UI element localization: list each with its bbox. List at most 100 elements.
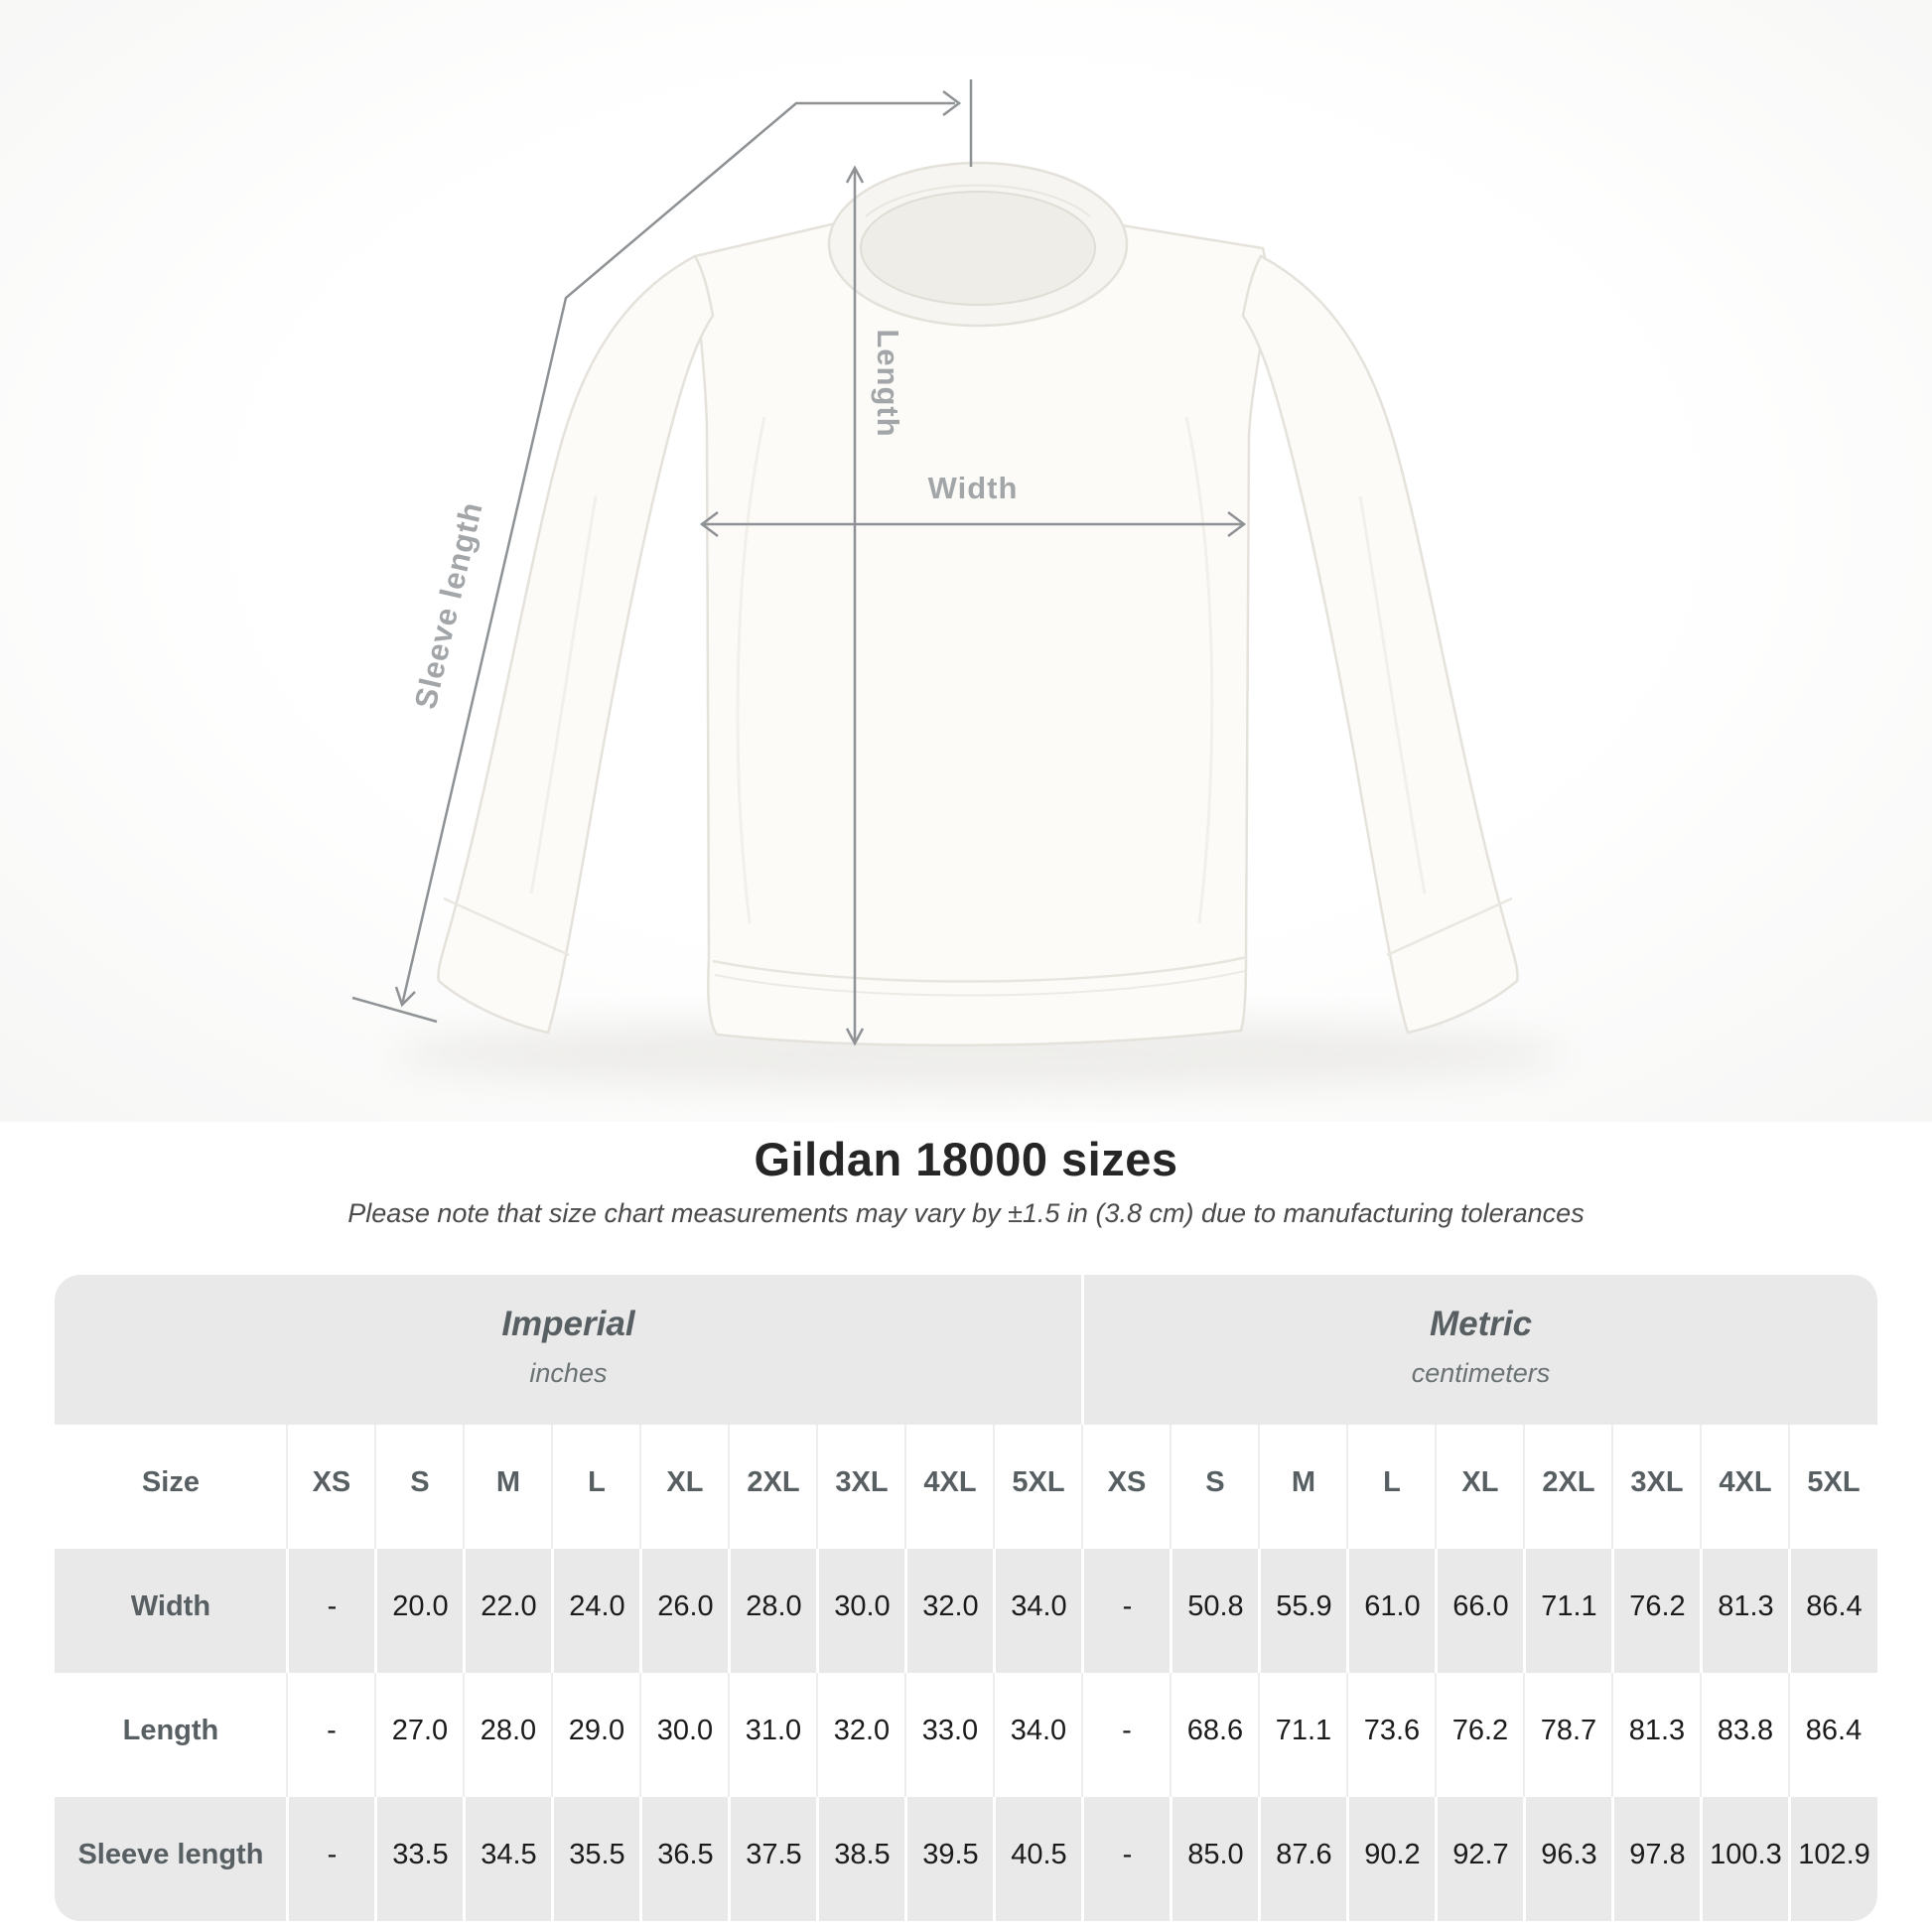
- measurement-cell: -: [1081, 1673, 1171, 1797]
- unit-group-header-row: Imperial inches Metric centimeters: [55, 1275, 1877, 1425]
- collar-opening: [860, 191, 1096, 306]
- length-label: Length: [871, 329, 905, 437]
- size-col-header: XL: [639, 1425, 729, 1549]
- measurement-cell: 32.0: [816, 1673, 905, 1797]
- measurement-cell: 87.6: [1258, 1797, 1347, 1921]
- measurement-cell: 83.8: [1700, 1673, 1789, 1797]
- size-col-header: M: [1258, 1425, 1347, 1549]
- size-col-header: S: [374, 1425, 464, 1549]
- size-col-header: S: [1170, 1425, 1259, 1549]
- measurement-cell: 38.5: [816, 1797, 905, 1921]
- measurement-cell: 31.0: [728, 1673, 817, 1797]
- measurement-cell: 32.0: [904, 1549, 994, 1673]
- measurement-cell: 35.5: [551, 1797, 640, 1921]
- row-label-width: Width: [55, 1549, 287, 1673]
- measurement-cell: 27.0: [374, 1673, 464, 1797]
- product-measurement-diagram: Length Width Sleeve length: [0, 0, 1932, 1122]
- measurement-cell: 96.3: [1523, 1797, 1612, 1921]
- measurement-cell: -: [286, 1549, 375, 1673]
- sleeve-arrowhead-icon: [394, 986, 416, 1008]
- measurement-cell: 71.1: [1523, 1549, 1612, 1673]
- measurement-cell: 102.9: [1788, 1797, 1877, 1921]
- measurement-cell: 97.8: [1611, 1797, 1701, 1921]
- measurement-cell: -: [1081, 1797, 1171, 1921]
- measurement-cell: 78.7: [1523, 1673, 1612, 1797]
- imperial-unit: inches: [529, 1358, 608, 1388]
- measurement-cell: 39.5: [904, 1797, 994, 1921]
- right-arrowhead-icon: [942, 90, 962, 116]
- measurement-cell: 24.0: [551, 1549, 640, 1673]
- size-header: Size: [55, 1425, 287, 1549]
- measurement-cell: 40.5: [993, 1797, 1082, 1921]
- measurement-cell: 28.0: [728, 1549, 817, 1673]
- garment-shadow: [392, 1019, 1564, 1090]
- measurement-cell: -: [286, 1673, 375, 1797]
- measurement-cell: -: [286, 1797, 375, 1921]
- size-col-header: XS: [286, 1425, 375, 1549]
- sweatshirt-left-sleeve: [437, 254, 715, 1035]
- measurement-cell: 30.0: [816, 1549, 905, 1673]
- sweatshirt-right-sleeve: [1241, 254, 1519, 1035]
- fold-line: [1184, 416, 1214, 924]
- fold-line: [736, 416, 766, 924]
- measurement-cell: 86.4: [1788, 1549, 1877, 1673]
- measurement-cell: 66.0: [1435, 1549, 1524, 1673]
- measurement-cell: 92.7: [1435, 1797, 1524, 1921]
- measurement-cell: 30.0: [639, 1673, 729, 1797]
- up-arrowhead-icon: [845, 165, 865, 184]
- left-cuff-seam: [443, 897, 570, 957]
- measurement-cell: 55.9: [1258, 1549, 1347, 1673]
- sleeve-length-row: Sleeve length - 33.5 34.5 35.5 36.5 37.5…: [55, 1797, 1877, 1921]
- tolerance-note: Please note that size chart measurements…: [347, 1198, 1585, 1228]
- sleeve-end-tick: [351, 996, 438, 1024]
- length-row: Length - 27.0 28.0 29.0 30.0 31.0 32.0 3…: [55, 1673, 1877, 1797]
- sweatshirt-torso: [693, 220, 1268, 1047]
- measurement-lines: [351, 79, 1247, 1046]
- measurement-cell: 34.0: [993, 1673, 1082, 1797]
- left-arrowhead-icon: [699, 511, 719, 537]
- measurement-cell: 28.0: [463, 1673, 552, 1797]
- measurement-cell: 20.0: [374, 1549, 464, 1673]
- measurement-cell: 34.0: [993, 1549, 1082, 1673]
- collar-back-seam: [865, 184, 1091, 217]
- size-col-header: M: [463, 1425, 552, 1549]
- right-arrowhead-icon: [1227, 511, 1247, 537]
- measurement-cell: 81.3: [1611, 1673, 1701, 1797]
- size-col-header: 4XL: [904, 1425, 994, 1549]
- right-cuff-seam: [1386, 897, 1513, 957]
- size-col-header: XS: [1081, 1425, 1171, 1549]
- size-col-header: 2XL: [728, 1425, 817, 1549]
- measurement-cell: 76.2: [1611, 1549, 1701, 1673]
- page-title: Gildan 18000 sizes: [754, 1133, 1178, 1185]
- size-col-header: L: [551, 1425, 640, 1549]
- measurement-cell: 81.3: [1700, 1549, 1789, 1673]
- measurement-cell: 61.0: [1346, 1549, 1436, 1673]
- measurement-cell: 90.2: [1346, 1797, 1436, 1921]
- measurement-cell: -: [1081, 1549, 1171, 1673]
- size-header-row: Size XS S M L XL 2XL 3XL 4XL 5XL XS S M …: [55, 1425, 1877, 1549]
- row-label-sleeve-length: Sleeve length: [55, 1797, 287, 1921]
- metric-label: Metric: [1429, 1305, 1533, 1343]
- width-label: Width: [928, 471, 1019, 505]
- hem-band-stitch: [714, 970, 1246, 997]
- size-col-header: L: [1346, 1425, 1436, 1549]
- fold-line: [529, 495, 598, 895]
- size-col-header: 4XL: [1700, 1425, 1789, 1549]
- measurement-cell: 33.0: [904, 1673, 994, 1797]
- sweatshirt-diagram-svg: Length Width Sleeve length: [351, 79, 1564, 1090]
- measurement-cell: 71.1: [1258, 1673, 1347, 1797]
- metric-unit: centimeters: [1411, 1358, 1551, 1388]
- imperial-group-header: Imperial inches: [55, 1275, 1082, 1425]
- imperial-label: Imperial: [501, 1305, 635, 1343]
- row-label-length: Length: [55, 1673, 287, 1797]
- measurement-cell: 26.0: [639, 1549, 729, 1673]
- measurement-cell: 100.3: [1700, 1797, 1789, 1921]
- size-col-header: XL: [1435, 1425, 1524, 1549]
- size-col-header: 3XL: [816, 1425, 905, 1549]
- measurement-cell: 86.4: [1788, 1673, 1877, 1797]
- size-col-header: 3XL: [1611, 1425, 1701, 1549]
- size-col-header: 2XL: [1523, 1425, 1612, 1549]
- measurement-cell: 50.8: [1170, 1549, 1259, 1673]
- hem-band-seam: [712, 955, 1248, 983]
- measurement-cell: 68.6: [1170, 1673, 1259, 1797]
